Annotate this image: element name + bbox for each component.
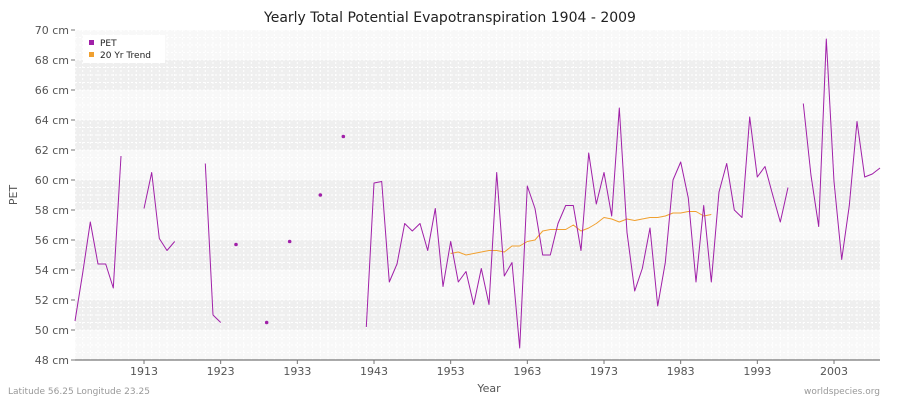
x-tick-label: 1923: [207, 365, 235, 378]
pet-point: [341, 134, 346, 139]
x-axis-label: Year: [476, 382, 501, 395]
y-tick-label: 64 cm: [35, 114, 69, 127]
y-tick-label: 60 cm: [35, 174, 69, 187]
plot-band: [75, 180, 880, 210]
pet-line: [204, 163, 222, 323]
y-tick-label: 50 cm: [35, 324, 69, 337]
plot-band: [75, 30, 880, 60]
pet-point: [264, 320, 269, 325]
axes: 48 cm 50 cm 52 cm 54 cm 56 cm 58 cm 60 cm 62 cm…: [35, 24, 880, 378]
trend-series: [450, 211, 712, 256]
x-tick-label: 1943: [360, 365, 388, 378]
pet-series: [74, 38, 881, 349]
y-tick-label: 68 cm: [35, 54, 69, 67]
x-tick-label: 1953: [437, 365, 465, 378]
y-tick-label: 58 cm: [35, 204, 69, 217]
plot-band: [75, 300, 880, 330]
pet-line: [802, 38, 881, 260]
legend-box: [83, 35, 165, 63]
pet-line: [143, 172, 176, 251]
legend-label-pet: PET: [100, 39, 117, 49]
trend-line: [450, 211, 712, 256]
pet-point: [318, 193, 323, 197]
plot-bands: [75, 30, 880, 360]
y-axis-label: PET: [7, 185, 20, 206]
legend-swatch-pet: [89, 40, 94, 45]
chart-title: Yearly Total Potential Evapotranspiratio…: [263, 10, 636, 26]
plot-band: [75, 120, 880, 150]
plot-band: [75, 60, 880, 90]
plot-band: [75, 90, 880, 120]
plot-band: [75, 330, 880, 360]
x-tick-label: 1963: [513, 365, 541, 378]
x-tick-label: 1913: [130, 365, 158, 378]
legend: PET 20 Yr Trend: [83, 35, 165, 63]
legend-label-trend: 20 Yr Trend: [100, 51, 151, 61]
pet-line: [74, 155, 122, 322]
footer-source: worldspecies.org: [804, 387, 880, 397]
y-tick-label: 70 cm: [35, 24, 69, 37]
x-tick-label: 1973: [590, 365, 618, 378]
x-tick-label: 1933: [283, 365, 311, 378]
y-tick-label: 66 cm: [35, 84, 69, 97]
y-tick-label: 54 cm: [35, 264, 69, 277]
grid-lines: [74, 29, 881, 361]
x-tick-label: 2003: [820, 365, 848, 378]
y-tick-label: 62 cm: [35, 144, 69, 157]
footer-location: Latitude 56.25 Longitude 23.25: [8, 387, 150, 397]
pet-line: [365, 107, 789, 349]
legend-swatch-trend: [89, 52, 94, 57]
y-tick-label: 48 cm: [35, 354, 69, 367]
pet-point: [287, 239, 292, 244]
y-tick-label: 52 cm: [35, 294, 69, 307]
pet-point: [234, 242, 238, 247]
y-tick-label: 56 cm: [35, 234, 69, 247]
x-tick-label: 1983: [667, 365, 695, 378]
x-tick-label: 1993: [743, 365, 771, 378]
